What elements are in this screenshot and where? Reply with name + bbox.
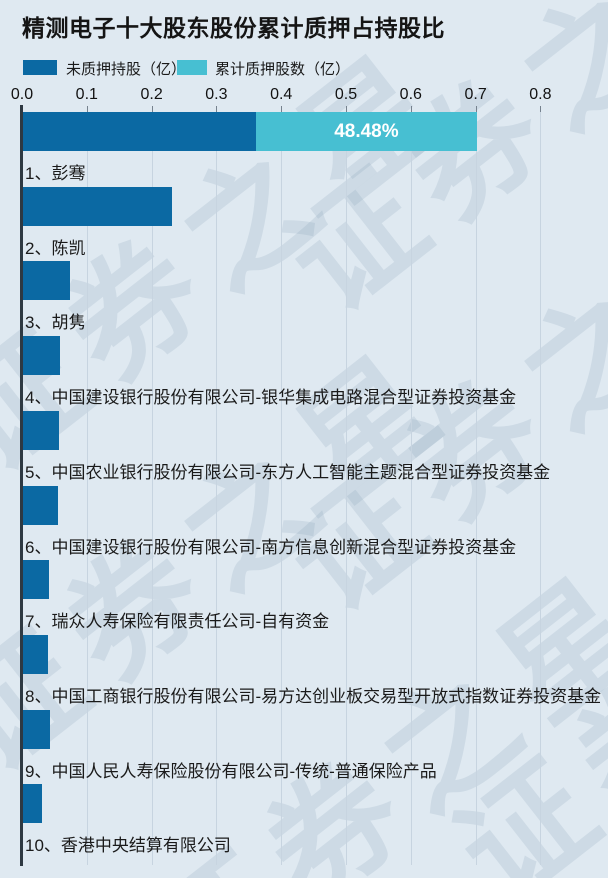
shareholder-label-5: 5、中国农业银行股份有限公司-东方人工智能主题混合型证券投资基金 [25, 462, 551, 482]
gridline [216, 106, 218, 865]
x-tick-mark [540, 106, 542, 112]
gridline [151, 106, 153, 865]
gridline [86, 106, 88, 865]
y-axis-line [20, 105, 23, 866]
x-tick-mark [346, 106, 347, 112]
shareholder-label-10: 10、香港中央结算有限公司 [25, 836, 231, 856]
x-tick-label: 0.7 [464, 86, 487, 103]
bar-row-1: 48.48% [23, 112, 477, 151]
shareholder-label-9: 9、中国人民人寿保险股份有限公司-传统-普通保险产品 [25, 761, 437, 781]
x-tick-label: 0.6 [399, 86, 422, 103]
bar-row-7 [23, 560, 49, 600]
chart-legend: 未质押持股（亿） 累计质押股数（亿） [0, 58, 608, 78]
x-tick-label: 0.5 [334, 86, 358, 103]
x-tick-label: 0.8 [529, 86, 552, 103]
shareholder-label-3: 3、胡隽 [25, 313, 86, 333]
unpledged-segment [23, 112, 257, 151]
legend-swatch-pledged [177, 60, 207, 75]
unpledged-segment [23, 261, 70, 301]
bar-row-6 [23, 485, 58, 525]
chart-title: 精测电子十大股东股份累计质押占持股比 [22, 15, 445, 41]
shareholder-label-7: 7、瑞众人寿保险有限责任公司-自有资金 [25, 612, 330, 632]
x-tick-mark [216, 106, 218, 112]
legend-label-pledged: 累计质押股数（亿） [215, 61, 351, 78]
unpledged-segment [23, 336, 60, 376]
pledge-ratio-label: 48.48% [334, 120, 399, 142]
gridline [281, 106, 283, 865]
x-tick-mark [281, 106, 283, 112]
x-tick-mark [151, 106, 153, 112]
unpledged-segment [23, 560, 49, 600]
x-tick-label: 0.4 [270, 86, 293, 103]
x-tick-mark [410, 106, 412, 112]
x-tick-mark [86, 106, 88, 112]
pledged-segment: 48.48% [256, 112, 477, 151]
unpledged-segment [23, 634, 49, 674]
gridline [475, 106, 477, 865]
gridline [540, 106, 542, 865]
x-tick-label: 0.3 [205, 86, 228, 103]
bar-row-8 [23, 634, 49, 674]
x-tick-mark [475, 106, 477, 112]
gridline [410, 106, 412, 865]
bar-row-5 [23, 410, 59, 450]
bar-row-10 [23, 784, 43, 824]
legend-swatch-unpledged [23, 60, 57, 75]
watermark-text: 证券之星 [433, 451, 608, 878]
gridline [346, 106, 347, 865]
shareholder-label-8: 8、中国工商银行股份有限公司-易方达创业板交易型开放式指数证券投资基金 [25, 686, 602, 706]
x-tick-label: 0.0 [10, 86, 34, 103]
bar-row-4 [23, 336, 60, 376]
legend-label-unpledged: 未质押持股（亿） [66, 61, 187, 78]
unpledged-segment [23, 485, 58, 525]
unpledged-segment [23, 784, 43, 824]
bar-row-2 [23, 186, 173, 226]
shareholder-label-1: 1、彭骞 [25, 164, 86, 183]
x-tick-label: 0.2 [140, 86, 163, 103]
shareholder-label-2: 2、陈凯 [25, 238, 86, 258]
unpledged-segment [23, 186, 173, 226]
unpledged-segment [23, 410, 59, 450]
x-axis: 0.0 0.1 0.2 0.3 0.4 0.5 0.6 0.7 0.8 [0, 86, 608, 104]
x-tick-label: 0.1 [75, 86, 98, 103]
bar-row-9 [23, 709, 51, 749]
watermark-text: 证券之星 [263, 0, 608, 339]
unpledged-segment [23, 709, 51, 749]
shareholder-label-4: 4、中国建设银行股份有限公司-银华集成电路混合型证券投资基金 [25, 388, 517, 408]
shareholder-label-6: 6、中国建设银行股份有限公司-南方信息创新混合型证券投资基金 [25, 537, 517, 557]
bar-row-3 [23, 261, 70, 301]
